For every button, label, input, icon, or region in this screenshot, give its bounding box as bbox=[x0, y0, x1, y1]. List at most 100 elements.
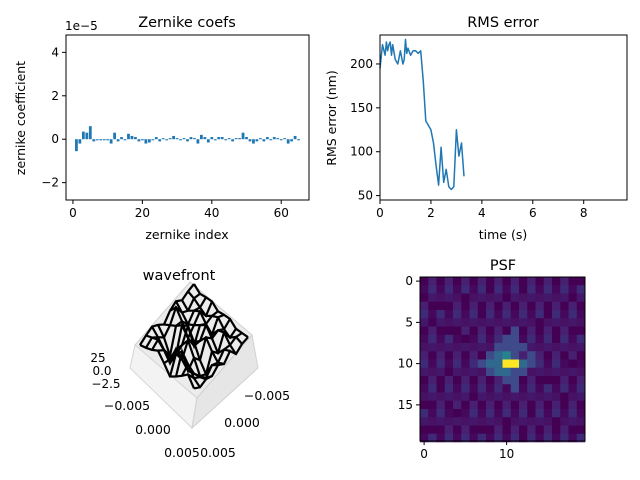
psf-cell bbox=[527, 425, 536, 435]
psf-cell bbox=[428, 359, 437, 369]
psf-cell bbox=[527, 301, 536, 311]
zernike-bar bbox=[286, 139, 290, 144]
psf-ytick-label: 0 bbox=[405, 274, 413, 288]
psf-cell bbox=[535, 334, 545, 344]
psf-cell bbox=[444, 285, 454, 294]
psf-cell bbox=[576, 400, 586, 410]
psf-cell bbox=[568, 425, 578, 435]
psf-cell bbox=[510, 301, 520, 311]
psf-cell bbox=[453, 326, 462, 336]
wavefront-xtick-2: 0.000 bbox=[135, 422, 171, 437]
psf-cell bbox=[502, 285, 512, 294]
psf-cell bbox=[576, 367, 586, 377]
psf-cell bbox=[494, 392, 503, 402]
psf-cell bbox=[486, 293, 495, 303]
psf-cell bbox=[461, 285, 470, 294]
zernike-bar bbox=[259, 138, 262, 140]
psf-cell bbox=[535, 376, 545, 385]
zernike-bar bbox=[140, 139, 144, 141]
psf-cell bbox=[494, 301, 503, 311]
zernike-xtick-label: 0 bbox=[69, 206, 77, 220]
psf-cell bbox=[576, 392, 586, 402]
zernike-bar bbox=[113, 132, 116, 140]
psf-cell bbox=[428, 343, 437, 352]
psf-cell bbox=[420, 318, 429, 327]
wavefront-wire-col bbox=[187, 332, 243, 380]
psf-cell bbox=[535, 367, 545, 377]
psf-cell bbox=[527, 417, 536, 426]
psf-cell bbox=[576, 343, 586, 352]
psf-cell bbox=[519, 417, 528, 426]
psf-cell bbox=[527, 351, 536, 360]
psf-cell bbox=[444, 425, 454, 435]
psf-cell bbox=[477, 293, 487, 303]
psf-cell bbox=[420, 433, 429, 443]
psf-cell bbox=[576, 359, 586, 369]
psf-cell bbox=[461, 277, 470, 286]
zernike-bar bbox=[290, 139, 294, 142]
psf-cell bbox=[568, 400, 578, 410]
psf-cell bbox=[469, 301, 479, 311]
psf-cell bbox=[543, 285, 553, 294]
psf-cell bbox=[486, 277, 495, 286]
psf-cell bbox=[436, 367, 446, 377]
psf-cell bbox=[420, 301, 429, 311]
psf-cell bbox=[552, 351, 561, 360]
psf-cell bbox=[469, 293, 479, 303]
rms-error-line bbox=[379, 38, 465, 191]
zernike-bar bbox=[147, 139, 151, 143]
psf-cell bbox=[568, 359, 578, 369]
zernike-bar bbox=[179, 139, 182, 141]
psf-cell bbox=[552, 293, 561, 303]
psf-cell bbox=[519, 293, 528, 303]
psf-cell bbox=[552, 359, 561, 369]
psf-cell bbox=[576, 425, 586, 435]
psf-cell bbox=[510, 285, 520, 294]
psf-cell bbox=[461, 334, 470, 344]
psf-heatmap-cells bbox=[420, 277, 586, 443]
zernike-bar bbox=[95, 139, 99, 141]
zernike-bar bbox=[193, 138, 196, 140]
zernike-bar bbox=[213, 139, 217, 141]
psf-cell bbox=[510, 376, 520, 385]
zernike-bar bbox=[248, 139, 252, 142]
zernike-bar bbox=[210, 137, 214, 140]
zernike-bar bbox=[276, 138, 280, 140]
zernike-bar bbox=[123, 139, 127, 141]
wavefront-xtick-3: 0.005 bbox=[164, 445, 200, 460]
wavefront-wire-col bbox=[139, 283, 195, 346]
psf-cell bbox=[453, 285, 462, 294]
psf-cell bbox=[510, 433, 520, 443]
psf-cell bbox=[436, 400, 446, 410]
psf-cell bbox=[527, 293, 536, 303]
psf-cell bbox=[576, 326, 586, 336]
psf-cell bbox=[552, 433, 561, 443]
psf-cell bbox=[568, 392, 578, 402]
zernike-ytick-label: −2 bbox=[41, 176, 59, 190]
psf-cell bbox=[560, 277, 569, 286]
psf-cell bbox=[535, 318, 545, 327]
psf-cell bbox=[469, 285, 479, 294]
psf-cell bbox=[444, 417, 454, 426]
wavefront-wire-row bbox=[187, 290, 243, 345]
psf-cell bbox=[420, 392, 429, 402]
psf-cell bbox=[502, 384, 512, 393]
psf-cell bbox=[510, 417, 520, 426]
psf-cell bbox=[469, 359, 479, 369]
psf-cell bbox=[453, 417, 462, 426]
psf-cell bbox=[535, 326, 545, 336]
rms-ytick-label: 200 bbox=[350, 57, 373, 71]
zernike-bar bbox=[151, 139, 155, 141]
psf-cell bbox=[486, 425, 495, 435]
psf-cell bbox=[510, 343, 520, 352]
psf-cell bbox=[428, 376, 437, 385]
psf-cell bbox=[444, 409, 454, 418]
psf-cell bbox=[543, 376, 553, 385]
psf-cell bbox=[576, 293, 586, 303]
wavefront-wire-col bbox=[193, 336, 249, 390]
psf-cell bbox=[502, 326, 512, 336]
psf-cell bbox=[527, 277, 536, 286]
zernike-bar bbox=[231, 139, 235, 142]
psf-cell bbox=[560, 400, 569, 410]
psf-cell bbox=[477, 285, 487, 294]
